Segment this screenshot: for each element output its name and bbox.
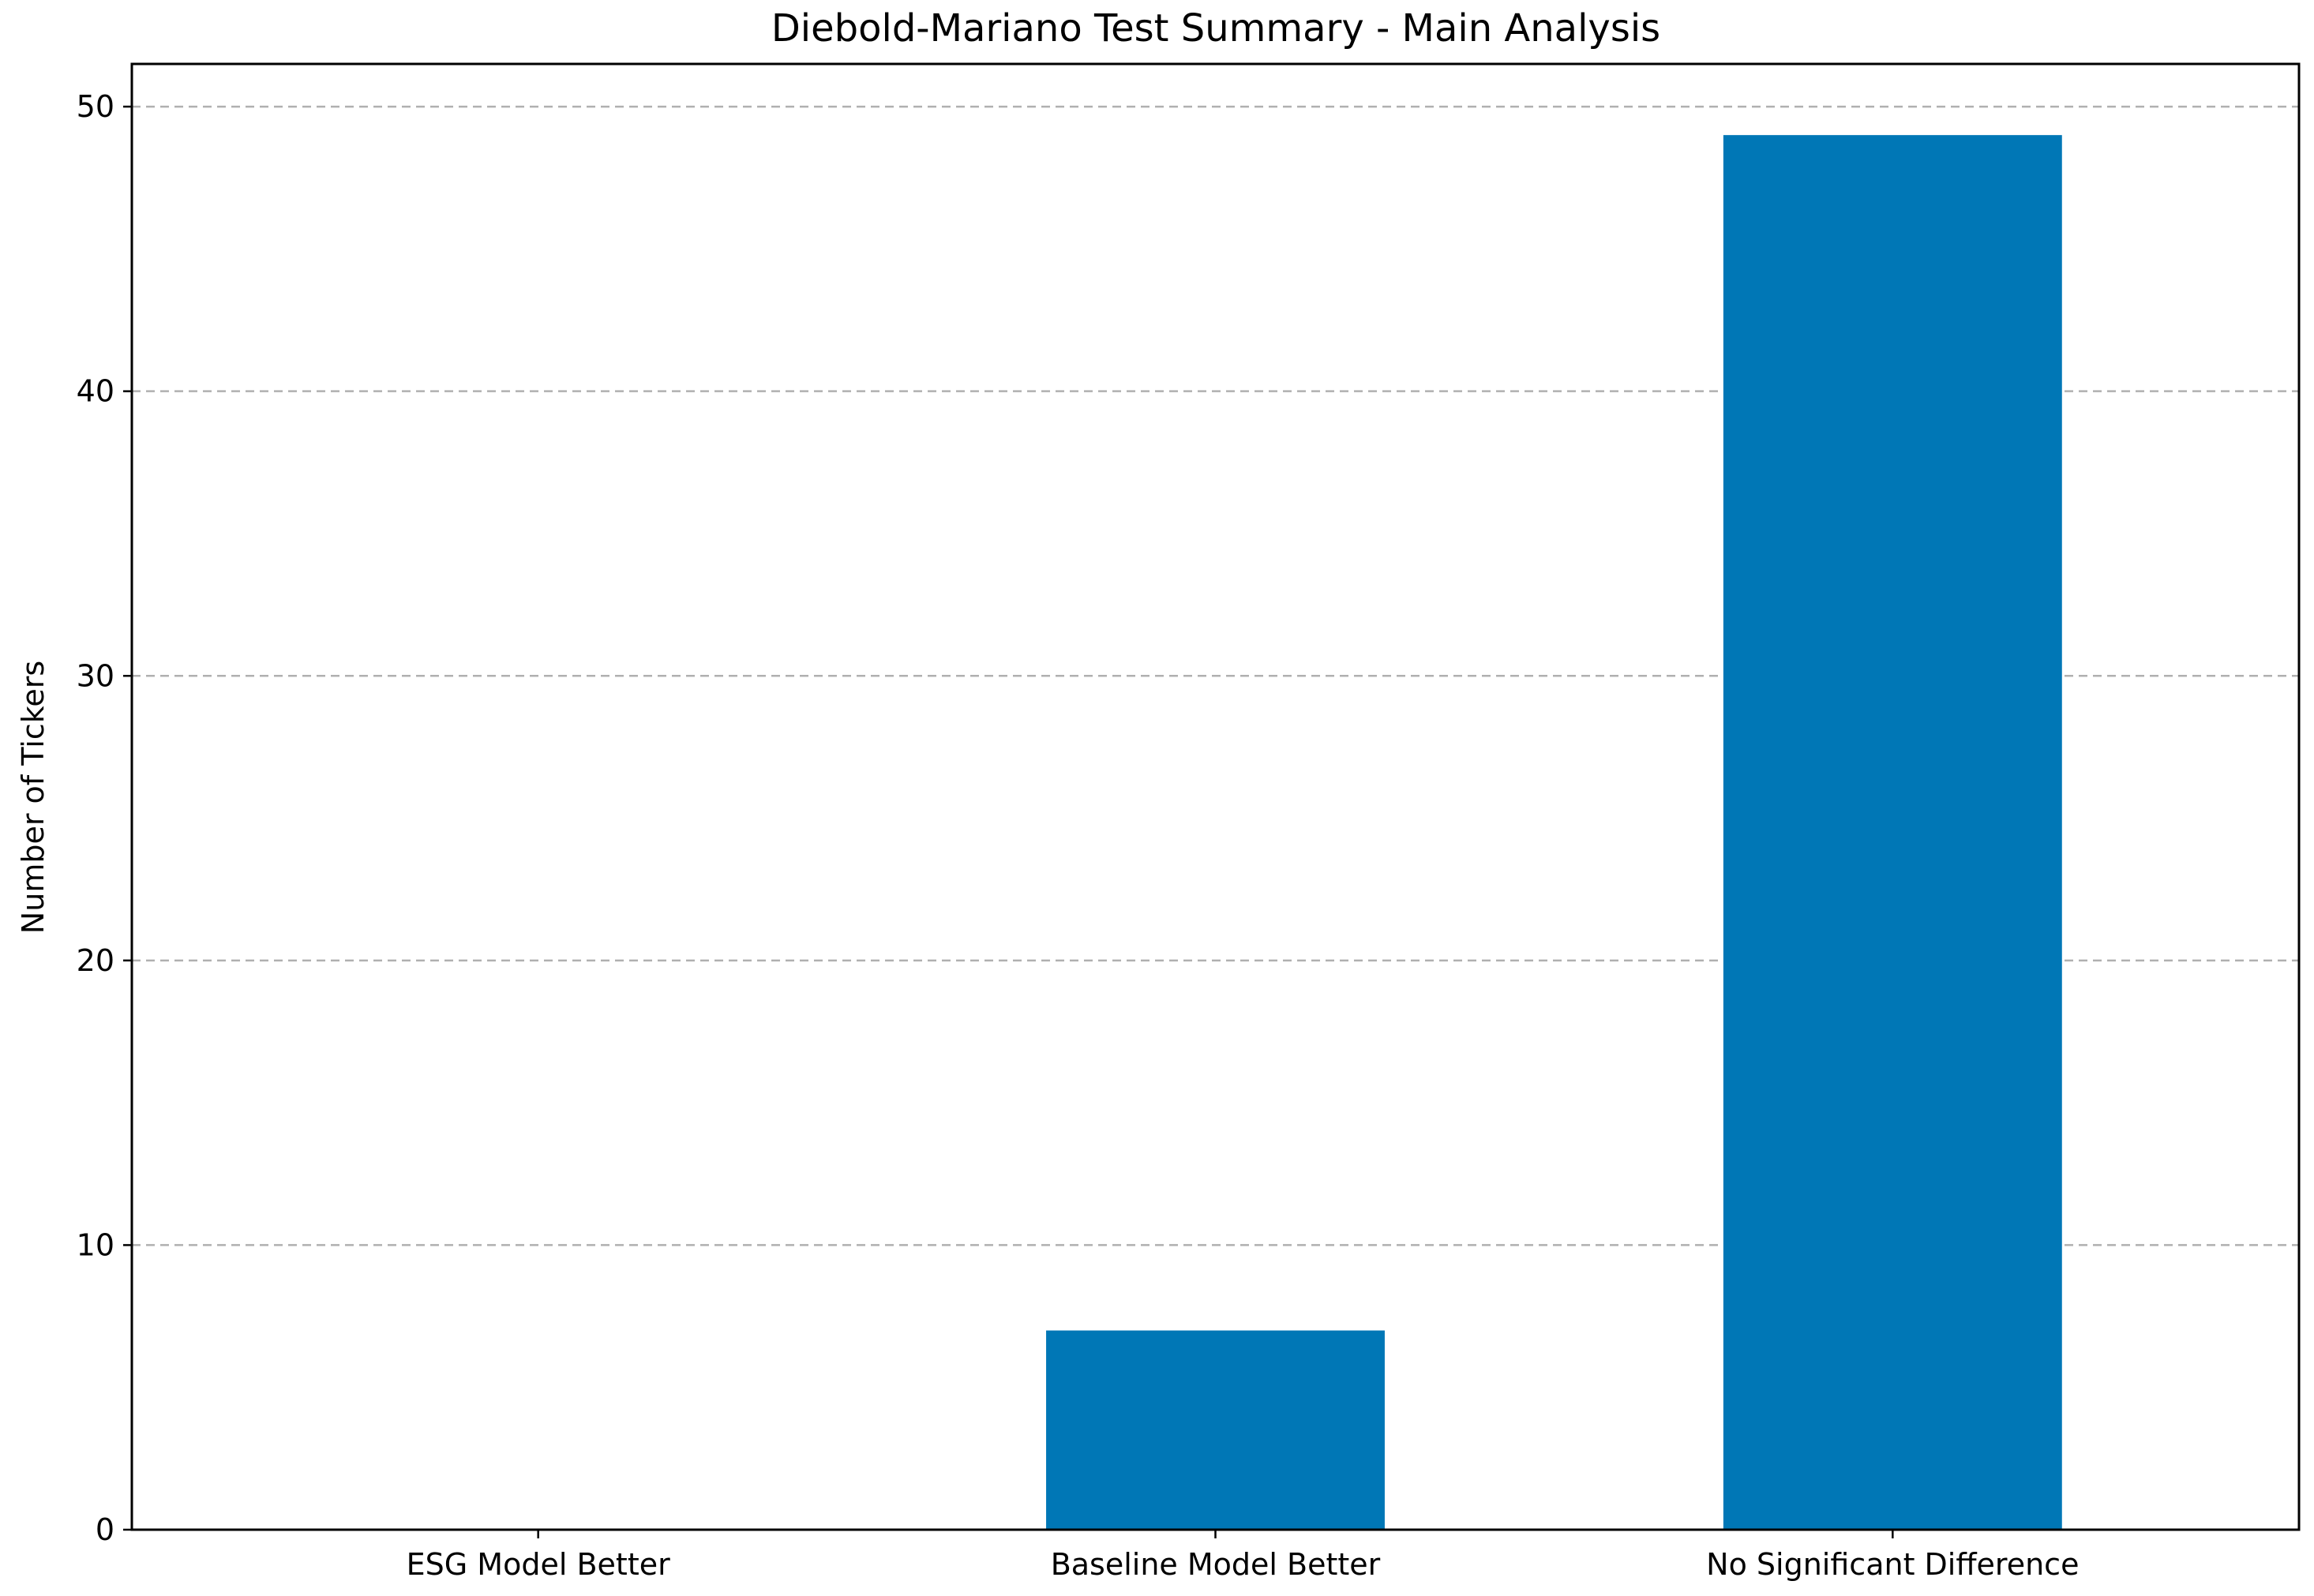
y-tick-label: 50 xyxy=(77,89,114,124)
y-tick-label: 30 xyxy=(77,658,114,693)
bar-layer xyxy=(1046,135,2062,1530)
x-tick-label: ESG Model Better xyxy=(407,1547,670,1582)
y-axis: 0 10 20 30 40 50 xyxy=(77,89,132,1547)
y-tick-label: 40 xyxy=(77,374,114,409)
chart-title: Diebold-Mariano Test Summary - Main Anal… xyxy=(771,6,1660,51)
x-tick-label: No Significant Difference xyxy=(1706,1547,2079,1582)
x-tick-label: Baseline Model Better xyxy=(1051,1547,1381,1582)
y-tick-label: 20 xyxy=(77,943,114,978)
x-axis: ESG Model Better Baseline Model Better No … xyxy=(407,1530,2079,1582)
y-axis-label: Number of Tickers xyxy=(16,661,51,934)
y-tick-label: 10 xyxy=(77,1227,114,1262)
bar xyxy=(1046,1330,1385,1530)
bar xyxy=(1723,135,2062,1530)
y-tick-label: 0 xyxy=(96,1512,114,1547)
